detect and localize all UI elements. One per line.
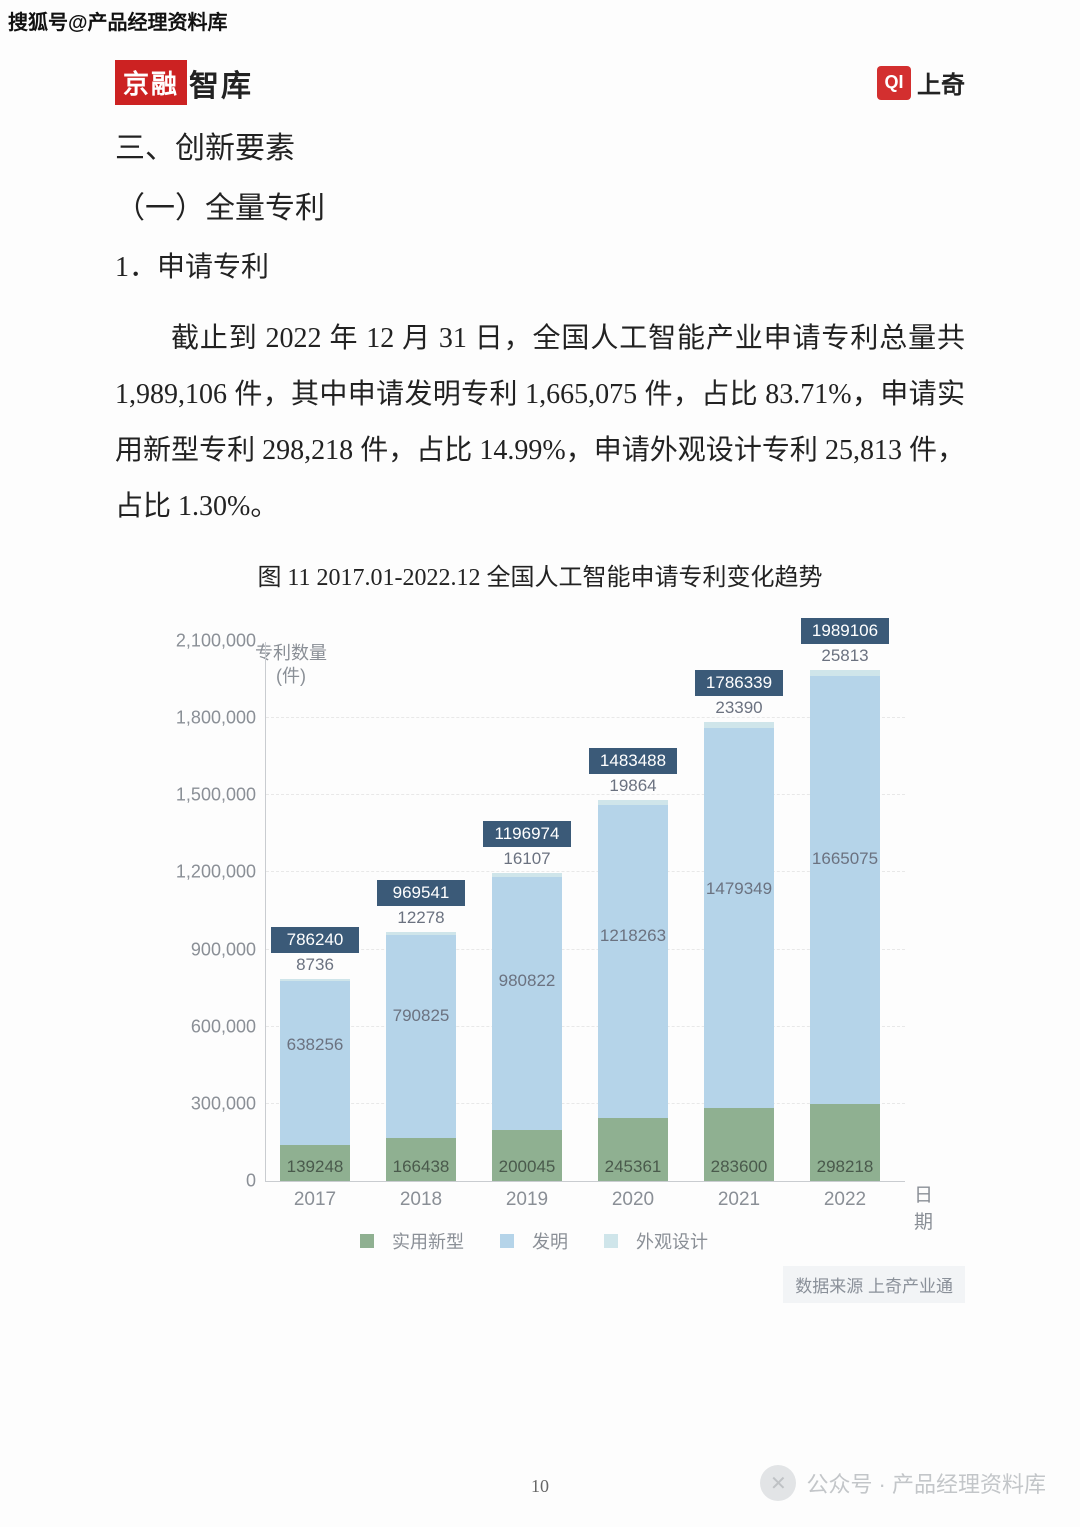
bar-segment bbox=[704, 728, 774, 1108]
chart-source: 数据来源 上奇产业通 bbox=[783, 1266, 965, 1303]
logo-right: QI 上奇 bbox=[877, 65, 965, 100]
bar-total-label: 1483488 bbox=[589, 748, 677, 774]
bar-segment bbox=[492, 877, 562, 1129]
bar-value-label: 638256 bbox=[280, 1035, 350, 1055]
bar-value-label: 1479349 bbox=[704, 879, 774, 899]
chart-plot-area: 0300,000600,000900,0001,200,0001,500,000… bbox=[265, 642, 905, 1182]
bar-value-label: 298218 bbox=[810, 1157, 880, 1177]
y-tick-label: 300,000 bbox=[191, 1093, 266, 1114]
bar-segment bbox=[386, 935, 456, 1138]
wechat-icon: ✕ bbox=[760, 1465, 796, 1501]
y-tick-label: 1,800,000 bbox=[176, 708, 266, 729]
y-tick-label: 900,000 bbox=[191, 939, 266, 960]
bar-total-label: 786240 bbox=[271, 927, 359, 953]
watermark-top-left: 搜狐号@产品经理资料库 bbox=[8, 6, 228, 35]
logo-right-badge: QI bbox=[877, 66, 911, 100]
bar-segment bbox=[704, 722, 774, 728]
chart-container: 专利数量 (件) 0300,000600,000900,0001,200,000… bbox=[115, 642, 965, 1303]
bar-value-label: 283600 bbox=[704, 1157, 774, 1177]
legend-label: 发明 bbox=[532, 1228, 568, 1254]
bar-total-label: 1786339 bbox=[695, 670, 783, 696]
legend-swatch bbox=[500, 1234, 514, 1248]
x-tick-label: 2018 bbox=[386, 1189, 456, 1211]
logo-left: 京融 智库 bbox=[115, 60, 253, 105]
bar-value-label: 200045 bbox=[492, 1157, 562, 1177]
document-page: 京融 智库 QI 上奇 三、创新要素 （一）全量专利 1．申请专利 截止到 20… bbox=[115, 60, 965, 1303]
bar-value-label: 166438 bbox=[386, 1157, 456, 1177]
page-header: 京融 智库 QI 上奇 bbox=[115, 60, 965, 105]
y-tick-label: 1,200,000 bbox=[176, 862, 266, 883]
legend-item: 实用新型 bbox=[360, 1228, 476, 1254]
legend-item: 发明 bbox=[500, 1228, 580, 1254]
logo-left-text: 智库 bbox=[189, 61, 253, 105]
bar-segment bbox=[598, 805, 668, 1118]
legend-label: 外观设计 bbox=[636, 1228, 708, 1254]
bar-value-label: 245361 bbox=[598, 1157, 668, 1177]
x-axis-title: 日期 bbox=[914, 1180, 933, 1234]
bar-value-label: 16107 bbox=[492, 849, 562, 869]
legend-swatch bbox=[604, 1234, 618, 1248]
chart-legend: 实用新型 发明 外观设计 bbox=[115, 1228, 965, 1254]
legend-item: 外观设计 bbox=[604, 1228, 720, 1254]
body-paragraph: 截止到 2022 年 12 月 31 日，全国人工智能产业申请专利总量共 1,9… bbox=[115, 311, 965, 535]
y-tick-label: 1,500,000 bbox=[176, 785, 266, 806]
bar-value-label: 25813 bbox=[810, 646, 880, 666]
y-tick-label: 2,100,000 bbox=[176, 631, 266, 652]
legend-label: 实用新型 bbox=[392, 1228, 464, 1254]
heading-level-2: （一）全量专利 bbox=[115, 183, 965, 227]
heading-level-3: 1．申请专利 bbox=[115, 245, 965, 285]
bar-value-label: 23390 bbox=[704, 698, 774, 718]
x-tick-label: 2019 bbox=[492, 1189, 562, 1211]
logo-right-text: 上奇 bbox=[917, 65, 965, 100]
bar-value-label: 19864 bbox=[598, 776, 668, 796]
y-tick-label: 0 bbox=[246, 1171, 266, 1192]
x-tick-label: 2020 bbox=[598, 1189, 668, 1211]
bar-total-label: 1196974 bbox=[483, 821, 571, 847]
bar-value-label: 12278 bbox=[386, 908, 456, 928]
bar-segment bbox=[386, 932, 456, 935]
bar-value-label: 139248 bbox=[280, 1157, 350, 1177]
legend-swatch bbox=[360, 1234, 374, 1248]
bar-segment bbox=[280, 981, 350, 1145]
bar-segment bbox=[810, 670, 880, 677]
logo-left-badge: 京融 bbox=[115, 60, 187, 105]
heading-level-1: 三、创新要素 bbox=[115, 123, 965, 167]
bar-value-label: 1665075 bbox=[810, 849, 880, 869]
bar-segment bbox=[810, 676, 880, 1104]
figure-title: 图 11 2017.01-2022.12 全国人工智能申请专利变化趋势 bbox=[115, 557, 965, 592]
bar-total-label: 1989106 bbox=[801, 618, 889, 644]
x-tick-label: 2022 bbox=[810, 1189, 880, 1211]
bar-value-label: 8736 bbox=[280, 955, 350, 975]
bar-segment bbox=[598, 800, 668, 805]
bar-value-label: 1218263 bbox=[598, 926, 668, 946]
x-tick-label: 2021 bbox=[704, 1189, 774, 1211]
bar-value-label: 790825 bbox=[386, 1006, 456, 1026]
x-tick-label: 2017 bbox=[280, 1189, 350, 1211]
bar-segment bbox=[492, 873, 562, 877]
footer-watermark-text: 公众号 · 产品经理资料库 bbox=[806, 1467, 1046, 1499]
y-tick-label: 600,000 bbox=[191, 1016, 266, 1037]
bar-value-label: 980822 bbox=[492, 971, 562, 991]
footer-watermark: ✕ 公众号 · 产品经理资料库 bbox=[760, 1465, 1046, 1501]
bar-total-label: 969541 bbox=[377, 880, 465, 906]
bar-segment bbox=[280, 979, 350, 981]
